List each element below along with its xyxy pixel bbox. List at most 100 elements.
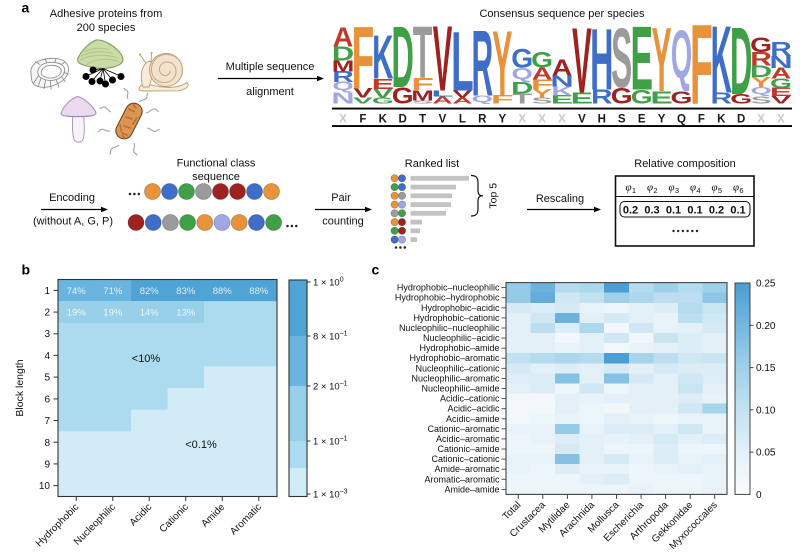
svg-text:1 × 100: 1 × 100	[313, 277, 344, 289]
svg-text:φ: φ	[647, 182, 653, 194]
svg-text:F: F	[531, 76, 554, 93]
svg-text:M: M	[332, 57, 355, 75]
svg-text:Y: Y	[532, 87, 552, 100]
svg-text:<0.1%: <0.1%	[185, 439, 217, 451]
svg-text:Encoding: Encoding	[49, 192, 95, 204]
svg-text:F: F	[411, 75, 434, 95]
svg-text:E: E	[630, 7, 652, 109]
svg-text:V: V	[453, 88, 473, 100]
svg-text:4: 4	[696, 186, 700, 195]
svg-text:Amide–aromatic: Amide–aromatic	[434, 464, 500, 474]
svg-text:b: b	[22, 262, 31, 278]
svg-text:2: 2	[653, 186, 657, 195]
svg-text:S: S	[532, 96, 553, 105]
svg-text:0.2: 0.2	[709, 205, 724, 217]
svg-text:Pair: Pair	[331, 192, 351, 204]
svg-text:sequence: sequence	[192, 171, 240, 183]
svg-text:N: N	[769, 53, 792, 72]
svg-text:F: F	[690, 2, 713, 130]
svg-text:V: V	[353, 95, 373, 105]
svg-text:0.25: 0.25	[756, 279, 776, 290]
svg-text:Y: Y	[658, 113, 666, 125]
svg-text:counting: counting	[322, 216, 364, 228]
svg-text:Nucleophilic–acidic: Nucleophilic–acidic	[423, 333, 500, 343]
svg-text:X: X	[518, 113, 526, 125]
svg-text:Q: Q	[671, 17, 692, 93]
svg-text:E: E	[372, 75, 394, 92]
svg-text:Y: Y	[492, 12, 512, 116]
svg-text:H: H	[598, 113, 606, 125]
svg-text:A: A	[432, 94, 452, 105]
svg-text:T: T	[419, 113, 426, 125]
svg-text:L: L	[431, 89, 454, 99]
svg-text:0.05: 0.05	[756, 448, 776, 459]
svg-text:2 × 10–1: 2 × 10–1	[313, 381, 348, 393]
svg-text:D: D	[737, 113, 745, 125]
svg-text:88%: 88%	[249, 286, 269, 297]
svg-text:X: X	[538, 113, 546, 125]
svg-text:Y: Y	[498, 113, 506, 125]
svg-text:Functional class: Functional class	[177, 158, 256, 170]
svg-text:82%: 82%	[140, 286, 160, 297]
svg-text:71%: 71%	[103, 286, 123, 297]
svg-text:1: 1	[632, 186, 636, 195]
svg-text:Cationic–cationic: Cationic–cationic	[431, 454, 500, 464]
svg-text:N: N	[550, 73, 573, 91]
svg-text:R: R	[478, 113, 487, 125]
svg-text:Block length: Block length	[14, 359, 26, 416]
svg-text:Nucleophilic–cationic: Nucleophilic–cationic	[415, 363, 500, 373]
svg-text:Multiple sequence: Multiple sequence	[226, 61, 315, 73]
svg-text:K: K	[717, 113, 726, 125]
svg-text:Y: Y	[652, 9, 672, 111]
svg-text:c: c	[372, 262, 380, 278]
svg-text:Q: Q	[677, 113, 686, 125]
svg-text:K: K	[379, 113, 388, 125]
svg-text:X: X	[777, 113, 785, 125]
svg-text:D: D	[750, 63, 772, 81]
svg-text:Rescaling: Rescaling	[536, 193, 584, 205]
svg-text:Q: Q	[332, 80, 353, 93]
svg-text:Amide–amide: Amide–amide	[444, 484, 499, 494]
svg-text:G: G	[392, 84, 414, 109]
svg-text:(without A, G, P): (without A, G, P)	[33, 216, 113, 228]
svg-text:Hydrophobic–aromatic: Hydrophobic–aromatic	[409, 353, 500, 363]
svg-text:F: F	[352, 9, 375, 108]
svg-text:Hydrophobic–acidic: Hydrophobic–acidic	[421, 303, 500, 313]
svg-text:19%: 19%	[67, 308, 87, 319]
svg-text:A: A	[452, 96, 472, 106]
svg-text:19%: 19%	[103, 308, 123, 319]
svg-text:X: X	[339, 113, 347, 125]
svg-text:5: 5	[718, 186, 722, 195]
svg-text:G: G	[770, 76, 792, 91]
svg-text:Hydrophobic–nucleophilic: Hydrophobic–nucleophilic	[397, 283, 500, 293]
svg-text:Q: Q	[512, 65, 533, 82]
svg-text:Top 5: Top 5	[488, 183, 500, 209]
svg-text:A: A	[552, 56, 573, 81]
svg-text:G: G	[671, 88, 693, 107]
svg-text:D: D	[730, 9, 752, 115]
svg-text:8 × 10–1: 8 × 10–1	[313, 331, 348, 343]
svg-text:E: E	[650, 88, 672, 108]
svg-text:alignment: alignment	[246, 86, 294, 98]
svg-text:T: T	[512, 91, 532, 107]
svg-text:0.15: 0.15	[756, 363, 776, 374]
svg-text:K: K	[372, 24, 393, 93]
svg-text:R: R	[770, 38, 792, 60]
svg-text:3: 3	[675, 186, 679, 195]
svg-text:K: K	[551, 83, 573, 98]
svg-text:D: D	[332, 42, 354, 65]
svg-text:<10%: <10%	[132, 353, 161, 365]
svg-text:X: X	[558, 113, 566, 125]
svg-text:S: S	[611, 10, 632, 105]
svg-text:T: T	[413, 12, 433, 95]
svg-text:S: S	[618, 113, 626, 125]
svg-text:V: V	[373, 86, 393, 100]
svg-text:0.3: 0.3	[644, 205, 659, 217]
svg-text:14%: 14%	[140, 308, 160, 319]
svg-text:G: G	[730, 91, 752, 106]
svg-text:G: G	[631, 86, 653, 108]
svg-text:a: a	[22, 0, 30, 16]
svg-text:S: S	[412, 99, 433, 104]
svg-text:6: 6	[739, 186, 743, 195]
svg-text:0.1: 0.1	[687, 205, 702, 217]
